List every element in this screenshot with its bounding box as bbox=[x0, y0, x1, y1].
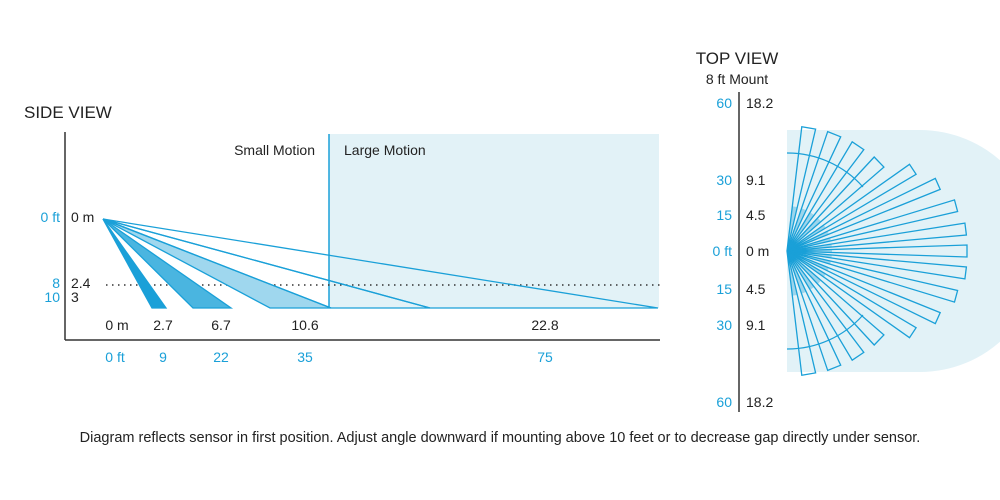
top-scale-m-4.5-lower: 4.5 bbox=[746, 281, 766, 297]
height-label-ft-8: 8 bbox=[52, 275, 60, 291]
height-label-ft-0: 0 ft bbox=[41, 209, 61, 225]
top-beam-7 bbox=[786, 199, 959, 252]
top-scale-m-4.5-upper: 4.5 bbox=[746, 207, 766, 223]
top-beam-12 bbox=[786, 250, 942, 325]
top-beam-9 bbox=[786, 244, 968, 258]
top-beam-core-3 bbox=[787, 212, 815, 251]
distance-label-ft-9: 9 bbox=[159, 349, 167, 365]
top-beam-16 bbox=[786, 250, 842, 372]
top-beam-core-13 bbox=[787, 251, 826, 277]
top-beam-core-14 bbox=[787, 251, 822, 284]
distance-label-ft-22: 22 bbox=[213, 349, 229, 365]
top-beam-core-9 bbox=[787, 249, 832, 253]
top-beam-8 bbox=[786, 222, 968, 252]
small-motion-label: Small Motion bbox=[234, 142, 315, 158]
side-view: SIDE VIEW Small Motion Large Motion 0 ft… bbox=[24, 103, 660, 365]
large-motion-label: Large Motion bbox=[344, 142, 426, 158]
top-view-title: TOP VIEW bbox=[696, 49, 779, 68]
side-view-title: SIDE VIEW bbox=[24, 103, 112, 122]
top-beam-core-16 bbox=[787, 251, 807, 294]
top-scale-ft-15-upper: 15 bbox=[716, 207, 732, 223]
beam-5 bbox=[102, 218, 659, 309]
distance-label-m-0: 0 m bbox=[105, 317, 128, 333]
top-beam-core-17 bbox=[787, 251, 798, 296]
top-beam-6 bbox=[786, 177, 942, 252]
top-beam-11 bbox=[786, 250, 959, 303]
distance-label-m-6.7: 6.7 bbox=[211, 317, 231, 333]
top-scale-ft-60-upper: 60 bbox=[716, 95, 732, 111]
top-beam-1 bbox=[786, 125, 817, 252]
height-label-m-2.4: 2.4 bbox=[71, 275, 91, 291]
top-beam-17 bbox=[786, 250, 817, 377]
top-beam-core-8 bbox=[787, 244, 832, 251]
beam-1 bbox=[102, 218, 168, 309]
top-scale-ft-15-lower: 15 bbox=[716, 281, 732, 297]
top-scale-m-18.2-lower: 18.2 bbox=[746, 394, 773, 410]
height-label-m-3: 3 bbox=[71, 289, 79, 305]
top-beam-3 bbox=[786, 140, 865, 252]
top-beam-core-10 bbox=[787, 251, 832, 258]
top-view: TOP VIEW 8 ft Mount 60 18.2 30 9.1 15 4.… bbox=[696, 49, 1000, 412]
top-scale-m-9.1-lower: 9.1 bbox=[746, 317, 766, 333]
height-label-ft-10: 10 bbox=[44, 289, 60, 305]
top-beam-core-6 bbox=[787, 231, 829, 251]
top-beam-13 bbox=[786, 250, 918, 339]
top-beam-fan bbox=[786, 125, 968, 377]
top-beam-2 bbox=[786, 130, 842, 252]
height-label-m-0: 0 m bbox=[71, 209, 94, 225]
top-scale-ft-30-lower: 30 bbox=[716, 317, 732, 333]
top-beam-core-7 bbox=[787, 237, 831, 251]
distance-label-m-22.8: 22.8 bbox=[531, 317, 558, 333]
top-beam-core-1 bbox=[787, 206, 798, 251]
top-beam-core-11 bbox=[787, 251, 831, 265]
top-beam-core-15 bbox=[787, 251, 815, 290]
top-scale-ft-0: 0 ft bbox=[713, 243, 733, 259]
top-scale-ft-30-upper: 30 bbox=[716, 172, 732, 188]
top-coverage-area bbox=[787, 130, 1000, 372]
distance-label-m-2.7: 2.7 bbox=[153, 317, 173, 333]
large-motion-zone bbox=[329, 134, 659, 308]
top-beam-core-5 bbox=[787, 225, 826, 251]
beam-2 bbox=[102, 218, 234, 309]
top-beam-14 bbox=[786, 250, 885, 346]
top-scale-m-9.1-upper: 9.1 bbox=[746, 172, 766, 188]
distance-label-m-10.6: 10.6 bbox=[291, 317, 318, 333]
caption: Diagram reflects sensor in first positio… bbox=[79, 430, 921, 446]
top-beam-10 bbox=[786, 250, 968, 280]
top-scale-m-0: 0 m bbox=[746, 243, 769, 259]
top-beam-15 bbox=[786, 250, 865, 362]
top-beam-5 bbox=[786, 163, 918, 252]
distance-label-ft-0: 0 ft bbox=[105, 349, 125, 365]
top-beam-core-4 bbox=[787, 218, 822, 251]
top-beam-core-2 bbox=[787, 208, 807, 251]
top-scale-ft-60-lower: 60 bbox=[716, 394, 732, 410]
top-beam-core-12 bbox=[787, 251, 829, 271]
top-view-subtitle: 8 ft Mount bbox=[706, 71, 768, 87]
top-beam-4 bbox=[786, 156, 885, 252]
distance-label-ft-35: 35 bbox=[297, 349, 313, 365]
distance-label-ft-75: 75 bbox=[537, 349, 553, 365]
top-scale-m-18.2-upper: 18.2 bbox=[746, 95, 773, 111]
